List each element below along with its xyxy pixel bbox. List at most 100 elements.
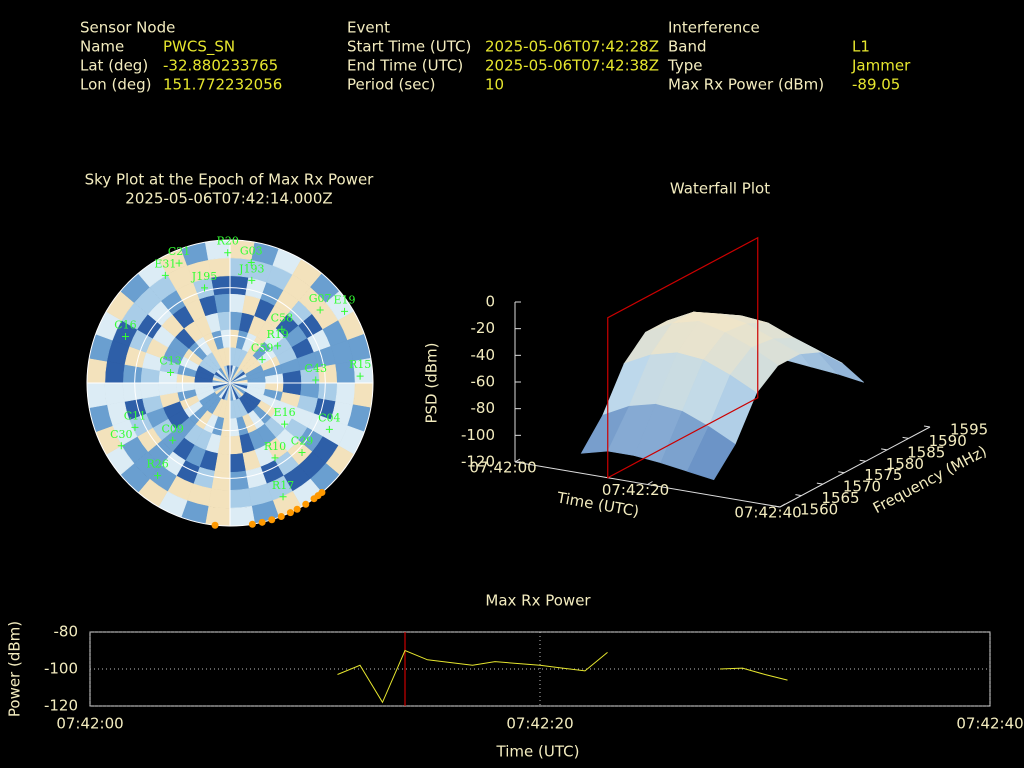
field-value: 151.772232056 [163, 76, 282, 94]
y-tick-label: 1575 [864, 466, 902, 484]
y-tick [923, 425, 931, 428]
z-tick-label: -60 [471, 373, 496, 391]
y-tick [838, 471, 845, 474]
satellite-label: C59 [251, 342, 273, 355]
y-tick-label: -80 [54, 623, 79, 641]
y-tick [881, 448, 888, 451]
waterfall-title: Waterfall Plot [670, 180, 770, 198]
satellite-label: C09 [161, 422, 183, 435]
satellite-label: J193 [238, 262, 264, 275]
satellite-marker [356, 372, 364, 380]
satellite-marker [224, 249, 232, 257]
satellite-label: G03 [240, 245, 263, 258]
satellite-label: E19 [334, 293, 356, 306]
low-point [268, 516, 276, 524]
sky-cell [229, 488, 252, 509]
satellite-label: C16 [114, 318, 136, 331]
y-tick-label: 1560 [800, 501, 838, 519]
y-tick-label: -100 [44, 660, 78, 678]
x-tick-label: 07:42:00 [469, 459, 536, 477]
low-point [258, 518, 266, 526]
satellite-marker [312, 376, 320, 384]
sky-plot: Sky Plot at the Epoch of Max Rx Power 20… [85, 171, 375, 529]
low-point [211, 521, 219, 529]
y-tick-label: 1565 [821, 489, 859, 507]
line-title: Max Rx Power [485, 592, 591, 610]
z-axis-title: PSD (dBm) [423, 342, 441, 423]
satellite-marker [278, 325, 286, 333]
sky-cell [104, 361, 125, 384]
waterfall-plot: Waterfall Plot PSD (dBm) Time (UTC) Freq… [423, 180, 990, 522]
x-tick [514, 458, 521, 463]
sky-cell [104, 382, 125, 405]
satellite-label: R20 [217, 235, 239, 248]
satellite-marker [131, 423, 139, 431]
satellite-marker [161, 271, 169, 279]
satellite-marker [281, 420, 289, 428]
x-axis-title: Time (UTC) [496, 743, 580, 761]
satellite-label: R19 [266, 328, 288, 341]
z-tick-label: -120 [461, 453, 495, 471]
field-label: Lat (deg) [80, 57, 148, 75]
satellite-label: R17 [272, 479, 294, 492]
satellite-marker [201, 284, 209, 292]
satellite-label: C11 [124, 409, 146, 422]
satellite-marker [247, 259, 255, 267]
y-tick [795, 494, 802, 497]
satellite-label: C58 [271, 311, 293, 324]
field-label: Start Time (UTC) [347, 38, 471, 56]
sky-cell [229, 470, 249, 491]
field-label: Name [80, 38, 124, 56]
low-point [318, 489, 326, 497]
satellite-label: C30 [110, 428, 132, 441]
y-tick [816, 482, 823, 485]
z-tick-label: 0 [485, 293, 495, 311]
line-chart: Max Rx Power Time (UTC) Power (dBm) -80 -… [6, 592, 1024, 761]
satellite-marker [271, 454, 279, 462]
sky-title: Sky Plot at the Epoch of Max Rx Power [85, 171, 375, 189]
y-tick [773, 505, 781, 508]
surface-cell [686, 426, 736, 481]
field-value: -89.05 [852, 76, 900, 94]
y-tick [859, 459, 866, 462]
satellite-label: E16 [274, 406, 296, 419]
x-tick-label: 07:42:40 [734, 504, 801, 522]
x-tick-label: 07:42:20 [506, 715, 573, 733]
satellite-marker [248, 276, 256, 284]
sky-cell [86, 357, 108, 384]
sky-subtitle: 2025-05-06T07:42:14.000Z [125, 190, 332, 208]
field-value: -32.880233765 [163, 57, 278, 75]
satellite-label: J195 [191, 270, 217, 283]
y-tick-label: 1570 [843, 478, 881, 496]
satellite-label: C13 [159, 355, 181, 368]
field-value: 2025-05-06T07:42:28Z [485, 38, 659, 56]
section-title: Event [347, 19, 390, 37]
x-tick [647, 481, 653, 485]
satellite-label: C21 [168, 245, 190, 258]
satellite-label: R15 [349, 358, 371, 371]
y-tick-label: 1590 [929, 432, 967, 450]
section-title: Interference [668, 19, 760, 37]
low-point [286, 509, 294, 517]
field-label: Lon (deg) [80, 76, 152, 94]
satellite-marker [258, 356, 266, 364]
x-tick [779, 503, 786, 508]
y-tick-label: 1580 [886, 455, 924, 473]
satellite-marker [316, 306, 324, 314]
sky-cell [335, 382, 356, 405]
low-point [277, 513, 285, 521]
y-tick [902, 436, 909, 439]
low-point [293, 505, 301, 513]
sky-cell [86, 382, 108, 409]
sky-cell [122, 382, 143, 402]
satellite-marker [341, 307, 349, 315]
field-label: Period (sec) [347, 76, 436, 94]
y-axis [779, 426, 931, 508]
field-label: End Time (UTC) [347, 57, 463, 75]
satellite-marker [325, 425, 333, 433]
field-value: L1 [852, 38, 870, 56]
section-title: Sensor Node [80, 19, 175, 37]
z-tick-label: -100 [461, 426, 495, 444]
y-tick-label: 1595 [950, 421, 988, 439]
